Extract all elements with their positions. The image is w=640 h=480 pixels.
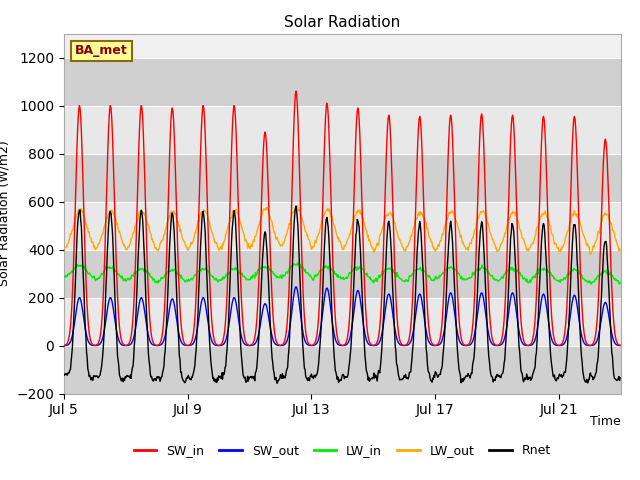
Bar: [64, 202, 621, 250]
Line: SW_out: SW_out: [64, 287, 620, 346]
SW_out: [263, 305, 271, 311]
Rnet: [616, 375, 624, 381]
Legend: SW_in, SW_out, LW_in, LW_out, Rnet: SW_in, SW_out, LW_in, LW_out, Rnet: [129, 440, 556, 462]
Rnet: [80, 289, 88, 295]
SW_in: [510, 124, 518, 130]
LW_in: [60, 274, 68, 280]
SW_out: [292, 284, 300, 289]
SW_in: [586, 343, 594, 348]
LW_out: [510, 210, 518, 216]
Rnet: [191, 363, 198, 369]
LW_out: [616, 247, 624, 253]
Bar: [64, 298, 621, 346]
LW_in: [616, 281, 623, 287]
SW_in: [292, 88, 300, 94]
Rnet: [376, 363, 384, 369]
SW_out: [60, 343, 68, 348]
LW_in: [191, 272, 198, 278]
SW_out: [80, 317, 88, 323]
LW_out: [80, 214, 88, 220]
Rnet: [511, 242, 518, 248]
LW_out: [262, 204, 270, 210]
Bar: [64, 106, 621, 154]
Line: LW_in: LW_in: [64, 263, 620, 284]
LW_out: [60, 245, 68, 251]
SW_out: [246, 343, 253, 348]
Rnet: [60, 371, 68, 377]
Line: SW_in: SW_in: [64, 91, 620, 346]
SW_in: [616, 343, 624, 348]
LW_out: [294, 203, 301, 209]
Bar: [64, 154, 621, 202]
SW_out: [294, 287, 301, 293]
SW_in: [60, 343, 68, 348]
LW_in: [510, 266, 518, 272]
Title: Solar Radiation: Solar Radiation: [284, 15, 401, 30]
LW_out: [191, 230, 198, 236]
SW_out: [376, 337, 384, 343]
Text: Time: Time: [590, 415, 621, 428]
LW_out: [376, 233, 383, 239]
SW_in: [293, 92, 301, 97]
Bar: [64, 58, 621, 106]
SW_in: [191, 315, 198, 321]
LW_in: [616, 280, 624, 286]
Line: LW_out: LW_out: [64, 206, 620, 254]
Text: BA_met: BA_met: [75, 44, 128, 58]
LW_in: [80, 263, 88, 269]
Rnet: [294, 215, 301, 221]
LW_in: [376, 275, 383, 280]
Line: Rnet: Rnet: [64, 206, 620, 384]
SW_out: [511, 296, 518, 301]
LW_in: [292, 262, 300, 267]
Y-axis label: Solar Radiation (W/m2): Solar Radiation (W/m2): [0, 141, 11, 287]
SW_out: [191, 337, 198, 343]
Rnet: [292, 203, 300, 209]
Rnet: [262, 240, 270, 246]
SW_out: [616, 343, 624, 348]
LW_out: [586, 251, 594, 257]
SW_in: [376, 324, 383, 330]
SW_in: [262, 140, 270, 145]
SW_in: [80, 215, 88, 220]
Rnet: [273, 381, 281, 386]
Bar: [64, 250, 621, 298]
Bar: [64, 346, 621, 394]
LW_out: [292, 205, 300, 211]
LW_in: [262, 265, 270, 271]
LW_in: [294, 260, 302, 265]
